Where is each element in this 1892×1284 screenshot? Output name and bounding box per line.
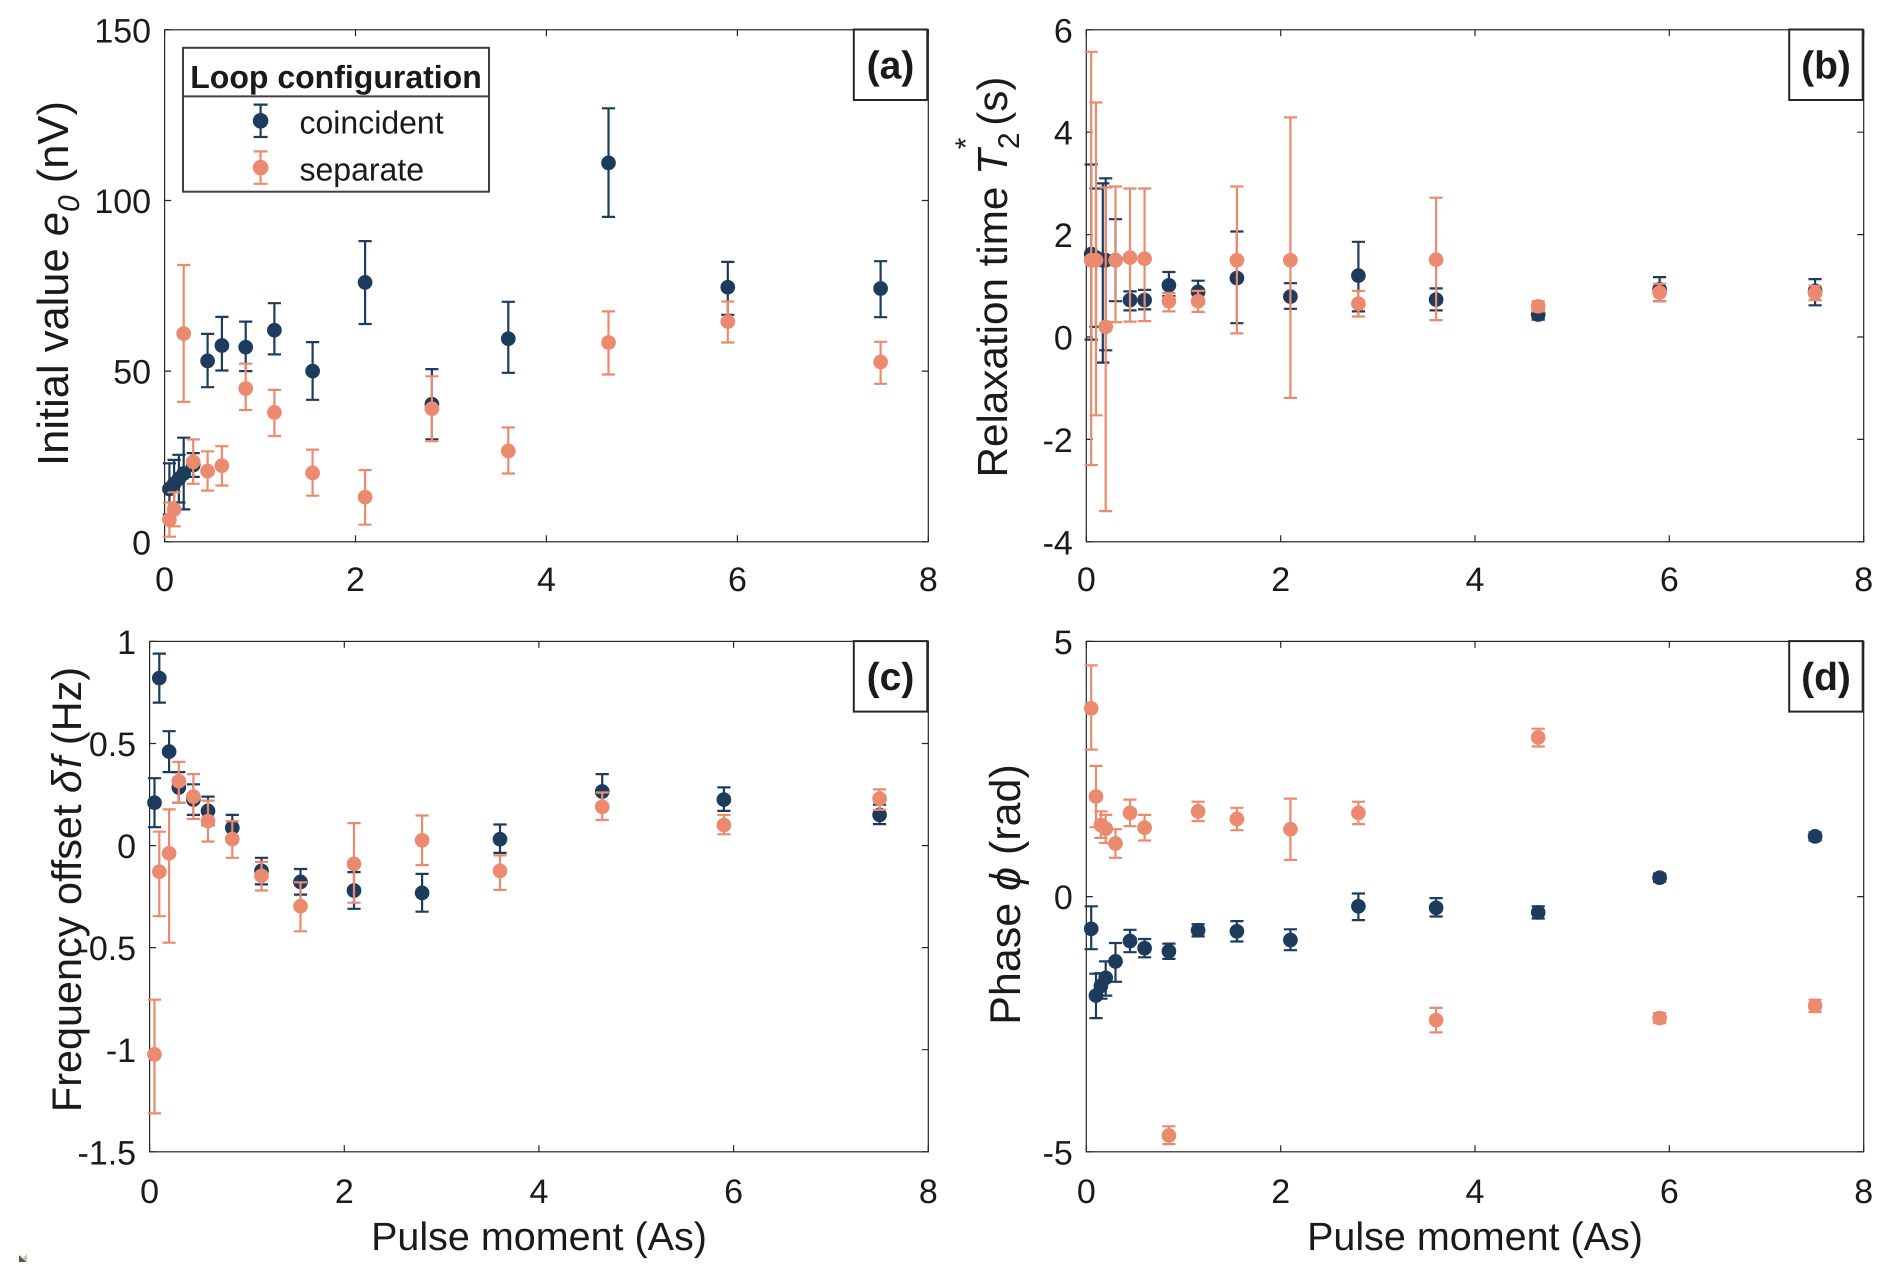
svg-text:50: 50 xyxy=(113,354,151,392)
svg-text:Phase ϕ (rad): Phase ϕ (rad) xyxy=(982,764,1030,1025)
svg-text:(d): (d) xyxy=(1801,656,1851,699)
svg-text:2: 2 xyxy=(1271,561,1290,599)
svg-text:-1: -1 xyxy=(106,1032,136,1070)
svg-text:4: 4 xyxy=(537,561,556,599)
svg-text:0: 0 xyxy=(1077,561,1096,599)
svg-text:(b): (b) xyxy=(1801,45,1851,88)
svg-text:0: 0 xyxy=(132,524,151,562)
svg-text:-2: -2 xyxy=(1043,422,1073,460)
svg-text:6: 6 xyxy=(1660,1173,1679,1211)
svg-text:(a): (a) xyxy=(867,45,915,88)
svg-text:150: 150 xyxy=(94,12,151,50)
svg-text:5: 5 xyxy=(1054,624,1073,662)
svg-text:1: 1 xyxy=(117,624,136,662)
svg-text:0: 0 xyxy=(1054,879,1073,917)
svg-text:0: 0 xyxy=(1054,320,1073,358)
svg-text:separate: separate xyxy=(300,152,425,188)
svg-text:Frequency offset δf (Hz): Frequency offset δf (Hz) xyxy=(44,667,90,1112)
svg-text:0: 0 xyxy=(140,1173,159,1211)
svg-text:Initial value e0 (nV): Initial value e0 (nV) xyxy=(30,101,86,466)
svg-text:100: 100 xyxy=(94,183,151,221)
svg-text:2: 2 xyxy=(346,561,365,599)
svg-text:-0.5: -0.5 xyxy=(78,930,137,968)
svg-text:8: 8 xyxy=(1854,561,1873,599)
svg-text:4: 4 xyxy=(1054,115,1073,153)
svg-text:Loop configuration: Loop configuration xyxy=(190,59,482,95)
svg-text:0: 0 xyxy=(1077,1173,1096,1211)
svg-text:6: 6 xyxy=(1054,12,1073,50)
svg-text:6: 6 xyxy=(728,561,747,599)
svg-text:2: 2 xyxy=(1054,217,1073,255)
svg-text:2: 2 xyxy=(1271,1173,1290,1211)
svg-text:6: 6 xyxy=(1660,561,1679,599)
svg-text:0: 0 xyxy=(155,561,174,599)
svg-text:4: 4 xyxy=(529,1173,548,1211)
svg-text:6: 6 xyxy=(724,1173,743,1211)
svg-text:2: 2 xyxy=(335,1173,354,1211)
svg-text:0: 0 xyxy=(117,828,136,866)
svg-text:-1.5: -1.5 xyxy=(78,1134,137,1172)
svg-text:-4: -4 xyxy=(1043,524,1073,562)
svg-text:4: 4 xyxy=(1466,1173,1485,1211)
svg-text:Pulse moment (As): Pulse moment (As) xyxy=(371,1215,707,1259)
svg-text:(c): (c) xyxy=(867,656,915,699)
svg-text:8: 8 xyxy=(919,561,938,599)
svg-text:Pulse moment (As): Pulse moment (As) xyxy=(1307,1215,1643,1259)
svg-text:0.5: 0.5 xyxy=(89,726,136,764)
svg-text:coincident: coincident xyxy=(300,104,444,140)
svg-text:-5: -5 xyxy=(1043,1134,1073,1172)
svg-text:4: 4 xyxy=(1466,561,1485,599)
svg-text:8: 8 xyxy=(1854,1173,1873,1211)
svg-text:8: 8 xyxy=(919,1173,938,1211)
